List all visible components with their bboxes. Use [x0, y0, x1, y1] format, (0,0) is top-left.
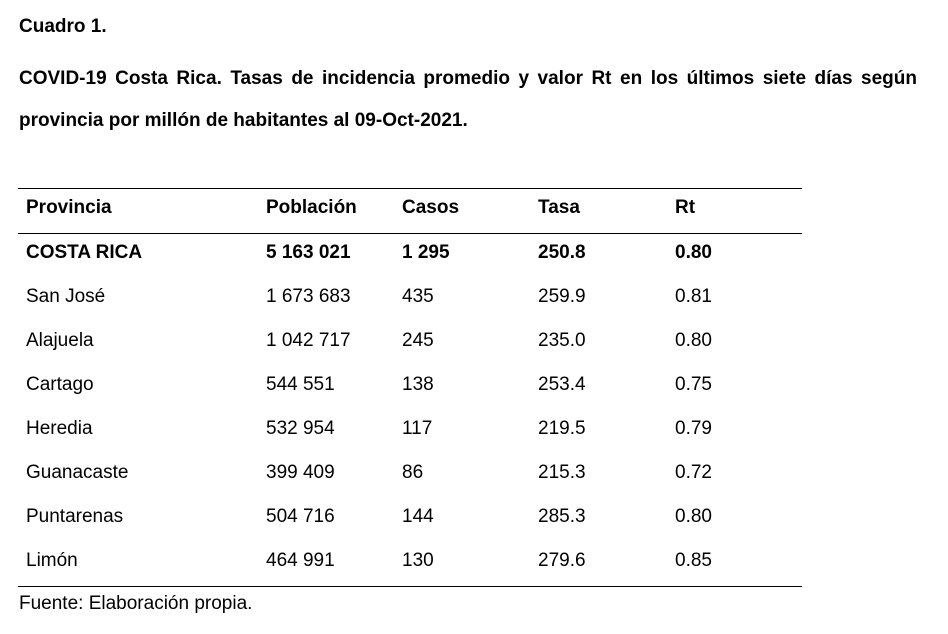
cell-tasa: 219.5 — [538, 418, 586, 439]
cell-tasa: 285.3 — [538, 506, 586, 527]
cell-provincia: Alajuela — [26, 330, 94, 351]
cell-provincia: Guanacaste — [26, 462, 129, 483]
cell-casos: 138 — [402, 374, 434, 395]
cell-tasa: 235.0 — [538, 330, 586, 351]
cell-provincia: Puntarenas — [26, 506, 124, 527]
cell-rt: 0.81 — [675, 286, 712, 307]
table-label: Cuadro 1. — [19, 16, 107, 37]
cell-rt: 0.80 — [675, 506, 712, 527]
table-header-row: Provincia Población Casos Tasa Rt — [18, 189, 802, 234]
cell-casos: 245 — [402, 330, 434, 351]
cell-casos: 86 — [402, 462, 424, 483]
cell-tasa: 215.3 — [538, 462, 586, 483]
table-row: San José 1 673 683 435 259.9 0.81 — [18, 278, 802, 322]
cell-tasa: 253.4 — [538, 374, 586, 395]
header-casos: Casos — [402, 197, 460, 218]
cell-poblacion: 464 991 — [266, 550, 335, 571]
cell-provincia: Heredia — [26, 418, 93, 439]
header-tasa: Tasa — [538, 197, 580, 218]
source-note: Fuente: Elaboración propia. — [19, 593, 253, 614]
cell-provincia: Limón — [26, 550, 78, 571]
cell-rt: 0.72 — [675, 462, 712, 483]
table-row: Cartago 544 551 138 253.4 0.75 — [18, 366, 802, 410]
cell-provincia: Cartago — [26, 374, 94, 395]
cell-poblacion: 1 042 717 — [266, 330, 351, 351]
cell-tasa: 259.9 — [538, 286, 586, 307]
cell-rt: 0.75 — [675, 374, 712, 395]
cell-casos: 435 — [402, 286, 434, 307]
cell-casos: 1 295 — [402, 242, 450, 263]
cell-tasa: 250.8 — [538, 242, 586, 263]
cell-provincia: San José — [26, 286, 106, 307]
cell-casos: 117 — [402, 418, 433, 439]
table-row: Alajuela 1 042 717 245 235.0 0.80 — [18, 322, 802, 366]
cell-poblacion: 504 716 — [266, 506, 335, 527]
header-poblacion: Población — [266, 197, 357, 218]
cell-rt: 0.79 — [675, 418, 712, 439]
header-provincia: Provincia — [26, 197, 112, 218]
cell-casos: 144 — [402, 506, 434, 527]
table-row: Limón 464 991 130 279.6 0.85 — [18, 542, 802, 586]
table-row: Heredia 532 954 117 219.5 0.79 — [18, 410, 802, 454]
table-title: COVID-19 Costa Rica. Tasas de incidencia… — [19, 68, 917, 131]
cell-poblacion: 532 954 — [266, 418, 335, 439]
cell-provincia: COSTA RICA — [26, 242, 143, 263]
header-rt: Rt — [675, 197, 696, 218]
table-row: Puntarenas 504 716 144 285.3 0.80 — [18, 498, 802, 542]
cell-poblacion: 5 163 021 — [266, 242, 351, 263]
cell-tasa: 279.6 — [538, 550, 586, 571]
cell-casos: 130 — [402, 550, 434, 571]
table-total-row: COSTA RICA 5 163 021 1 295 250.8 0.80 — [18, 234, 802, 278]
cell-poblacion: 544 551 — [266, 374, 335, 395]
table-row: Guanacaste 399 409 86 215.3 0.72 — [18, 454, 802, 498]
data-table: Provincia Población Casos Tasa Rt COSTA … — [18, 188, 802, 587]
cell-rt: 0.80 — [675, 330, 712, 351]
cell-poblacion: 399 409 — [266, 462, 335, 483]
cell-poblacion: 1 673 683 — [266, 286, 351, 307]
cell-rt: 0.85 — [675, 550, 712, 571]
cell-rt: 0.80 — [675, 242, 712, 263]
